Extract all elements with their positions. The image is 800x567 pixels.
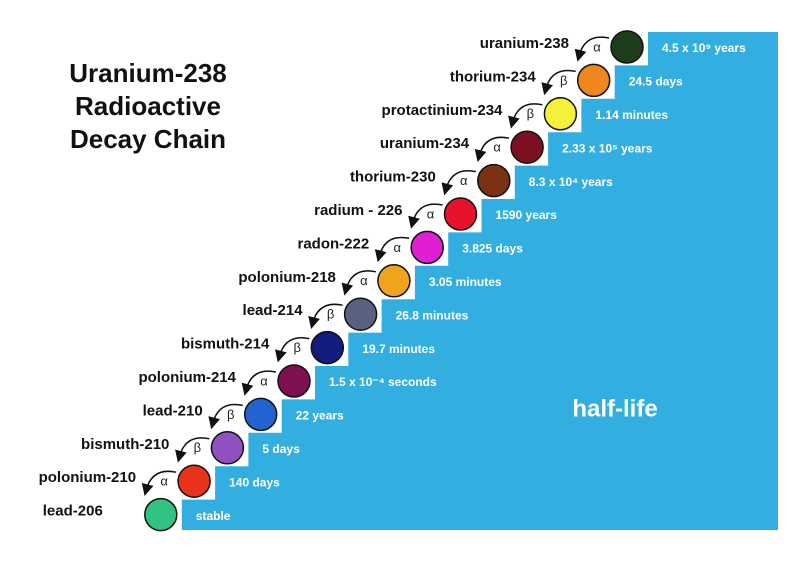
decay-type: α — [393, 240, 401, 255]
nuclide-circle — [543, 97, 578, 131]
nuclide-circle — [477, 163, 511, 198]
nuclide-circle — [310, 330, 345, 365]
nuclide-name: lead-210 — [143, 402, 203, 419]
decay-arrow — [441, 170, 476, 196]
nuclide-circle — [210, 431, 245, 465]
nuclide-name: uranium-234 — [380, 135, 470, 152]
decay-arrow — [275, 337, 310, 363]
title-line: Radioactive — [75, 91, 221, 121]
nuclide-circle — [177, 464, 211, 498]
half-life-value: 1.5 x 10⁻⁴ seconds — [329, 375, 437, 389]
decay-arrow — [474, 136, 510, 163]
decay-arrow — [308, 303, 343, 330]
nuclide-circle — [510, 130, 544, 164]
decay-type: β — [327, 307, 334, 322]
half-life-value: stable — [196, 509, 231, 523]
nuclide-name: polonium-210 — [39, 469, 137, 486]
decay-type: α — [460, 173, 468, 188]
half-life-value: 5 days — [262, 442, 300, 456]
nuclide-name: lead-206 — [43, 503, 103, 520]
nuclide-circle — [277, 364, 311, 398]
nuclide-circle — [243, 397, 278, 432]
nuclide-name: bismuth-214 — [181, 336, 270, 353]
decay-arrow — [574, 36, 610, 62]
decay-type: α — [427, 206, 435, 221]
nuclide-name: polonium-214 — [138, 369, 236, 386]
nuclide-circle — [343, 297, 378, 331]
decay-type: α — [260, 373, 268, 388]
nuclide-name: thorium-234 — [450, 68, 537, 85]
half-life-value: 3.825 days — [462, 242, 523, 256]
half-life-value: 4.5 x 10⁹ years — [662, 41, 746, 55]
decay-type: β — [560, 73, 567, 88]
nuclide-circle — [144, 497, 178, 532]
decay-type: β — [227, 407, 234, 422]
nuclide-name: protactinium-234 — [382, 102, 504, 119]
decay-type: β — [194, 440, 201, 455]
nuclide-name: bismuth-210 — [81, 436, 169, 453]
nuclide-circle — [410, 230, 444, 265]
half-life-value: 22 years — [296, 409, 344, 423]
title-line: Decay Chain — [70, 124, 226, 154]
nuclide-name: lead-214 — [243, 302, 304, 319]
half-life-value: 1.14 minutes — [595, 108, 668, 122]
half-life-value: 140 days — [229, 475, 280, 489]
decay-type: α — [593, 39, 601, 54]
decay-arrow — [408, 203, 443, 229]
nuclide-circle — [443, 197, 478, 231]
half-life-value: 19.7 minutes — [362, 342, 435, 356]
nuclide-circle — [576, 63, 611, 98]
nuclide-name: radium - 226 — [314, 202, 402, 219]
decay-type: α — [493, 140, 501, 155]
decay-type: α — [160, 474, 168, 489]
decay-type: β — [294, 340, 301, 355]
decay-arrow — [175, 437, 210, 463]
title-line: Uranium-238 — [69, 58, 227, 88]
half-life-value: 26.8 minutes — [396, 308, 469, 322]
decay-type: α — [360, 273, 368, 288]
nuclide-name: radon-222 — [297, 235, 369, 252]
decay-arrow — [374, 236, 410, 263]
nuclide-name: uranium-238 — [480, 35, 569, 52]
half-life-value: 3.05 minutes — [429, 275, 502, 289]
half-life-value: 24.5 days — [629, 75, 683, 89]
half-life-label: half-life — [572, 395, 657, 422]
decay-arrow — [541, 69, 576, 96]
half-life-value: 8.3 x 10⁴ years — [529, 175, 613, 189]
nuclide-name: thorium-230 — [350, 169, 436, 186]
nuclide-name: polonium-218 — [238, 269, 336, 286]
decay-arrow — [141, 470, 177, 497]
staircase — [181, 32, 779, 530]
decay-arrow — [241, 370, 277, 396]
decay-arrow — [508, 103, 543, 129]
nuclide-circle — [377, 264, 411, 298]
decay-type: β — [527, 106, 534, 121]
half-life-value: 2.33 x 10⁵ years — [562, 141, 653, 155]
half-life-value: 1590 years — [496, 208, 558, 222]
nuclide-circle — [610, 30, 644, 64]
decay-arrow — [208, 403, 243, 430]
decay-arrow — [341, 270, 377, 296]
